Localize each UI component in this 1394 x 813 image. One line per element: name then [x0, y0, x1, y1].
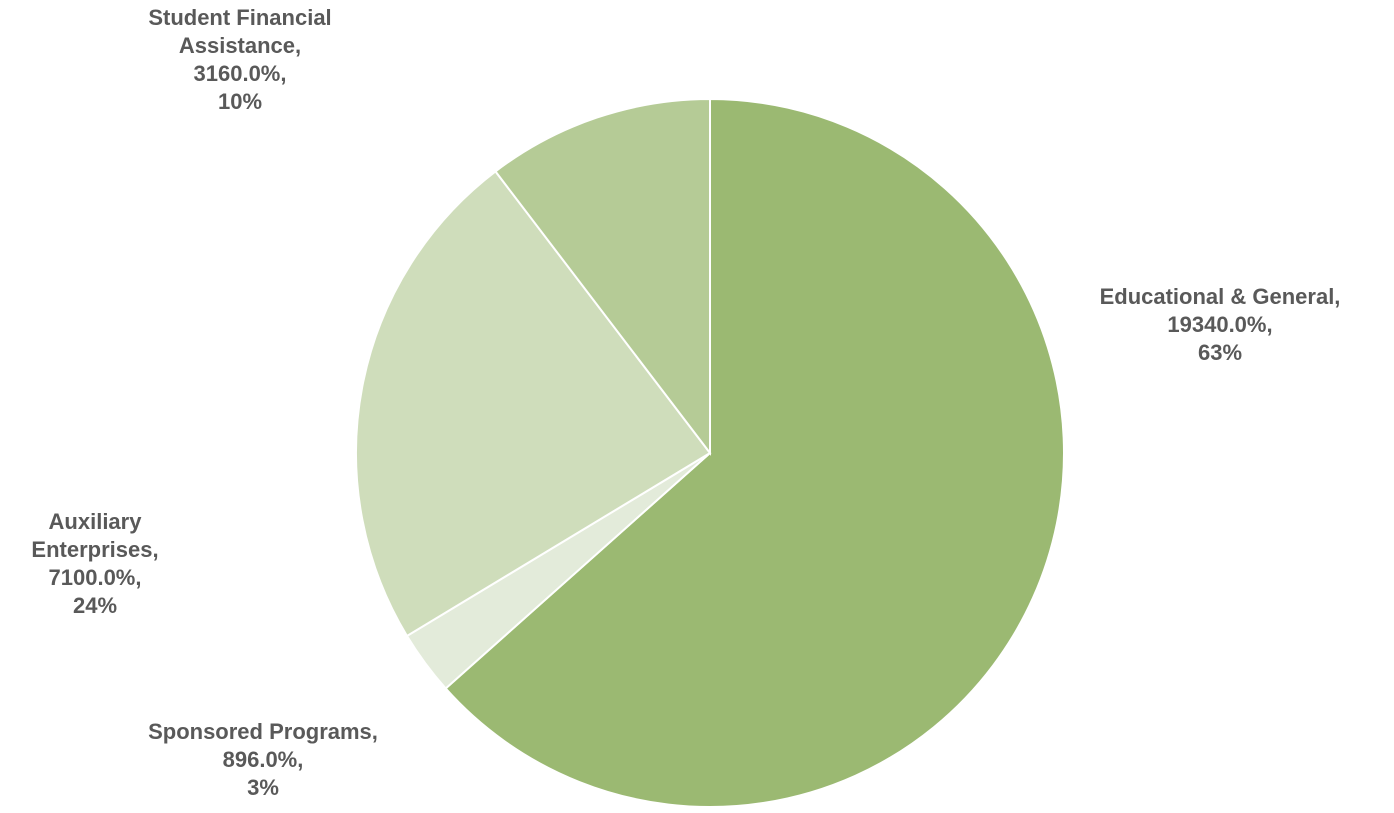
label-percent: 10% [217, 89, 263, 114]
label-value: 3160.0%, [193, 61, 287, 86]
label-value: 19340.0%, [1167, 312, 1273, 337]
pie-slice-educational-general [444, 97, 1065, 808]
label-percent: 24% [72, 593, 118, 618]
label-student-financial-assistance: Student Financial Assistance, 3160.0%, 1… [100, 4, 380, 116]
label-percent: 3% [247, 775, 279, 800]
label-value: 896.0%, [222, 747, 304, 772]
pie-slice-student-financial-assistance [494, 97, 711, 456]
label-sponsored-programs: Sponsored Programs, 896.0%, 3% [108, 718, 418, 802]
label-auxiliary-enterprises: Auxiliary Enterprises, 7100.0%, 24% [0, 508, 190, 620]
label-name-line: Enterprises, [31, 537, 159, 562]
pie-slice-auxiliary-enterprises [355, 170, 712, 638]
label-percent: 63% [1197, 340, 1243, 365]
pie-slices [355, 97, 1065, 808]
label-name-line: Sponsored Programs, [148, 719, 378, 744]
label-value: 7100.0%, [48, 565, 142, 590]
label-name-line: Student Financial [148, 5, 332, 30]
label-name-line: Assistance, [178, 33, 302, 58]
label-name-line: Auxiliary [48, 509, 142, 534]
label-name-line: Educational & General, [1099, 284, 1341, 309]
label-educational-general: Educational & General, 19340.0%, 63% [1070, 283, 1370, 367]
